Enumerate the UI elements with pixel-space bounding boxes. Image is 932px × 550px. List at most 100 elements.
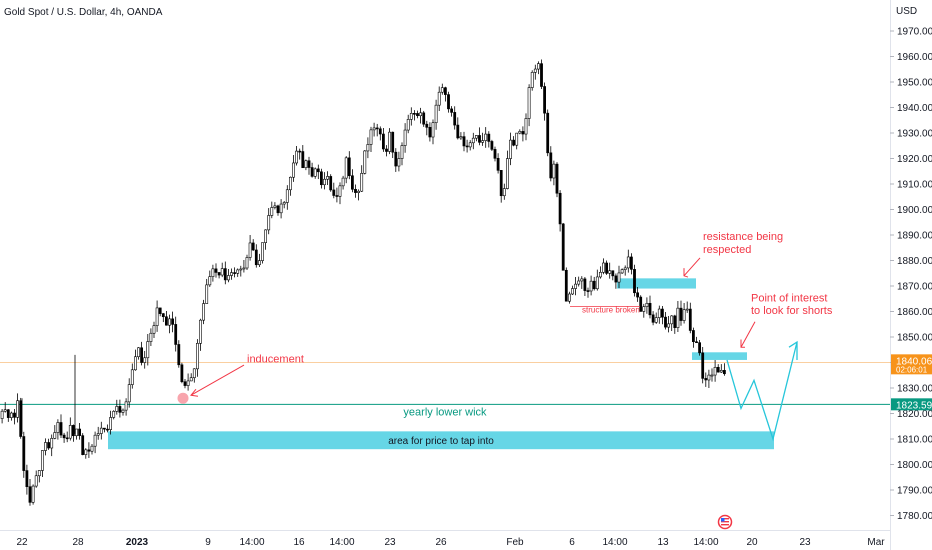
candle-body (205, 284, 209, 304)
candle-body (691, 330, 695, 343)
candle-body (202, 303, 206, 321)
candle-body (319, 171, 323, 186)
candle-body (174, 324, 178, 345)
candle-body (561, 223, 565, 271)
candle-body (549, 152, 553, 179)
x-tick-label: 26 (435, 537, 447, 548)
candle-body (468, 142, 472, 148)
us-flag-event-icon[interactable] (717, 514, 733, 530)
candle-body (34, 475, 38, 487)
candle-body (428, 127, 432, 138)
x-tick-label: 14:00 (239, 537, 264, 548)
candle-body (456, 124, 460, 139)
candle-body (239, 268, 243, 271)
candle-body (112, 411, 116, 418)
candle-body (350, 175, 354, 190)
y-tick-label: 1900.000 (897, 205, 932, 216)
y-tick-label: 1960.000 (897, 52, 932, 63)
candle-body (667, 323, 671, 328)
y-tick-label: 1930.000 (897, 129, 932, 140)
candle-body (310, 167, 314, 177)
candle-body (657, 308, 661, 318)
candle-body (620, 269, 624, 274)
candle-body (611, 270, 615, 277)
candle-body (99, 427, 103, 434)
x-tick-label: 23 (799, 537, 811, 548)
candle-body (196, 343, 199, 370)
resistance-label-line2: respected (703, 244, 751, 256)
candle-body (65, 437, 69, 440)
projection-arrowhead (788, 340, 798, 360)
candle-body (633, 269, 636, 294)
candle-body (130, 369, 134, 385)
candle-body (62, 434, 66, 439)
candle-body (177, 344, 181, 366)
candle-body (471, 137, 475, 144)
currency-label: USD (896, 6, 917, 17)
candle-body (288, 176, 292, 191)
candle-body (614, 275, 618, 283)
resistance-arrow (683, 257, 701, 277)
candle-body (406, 119, 410, 131)
candle-body (261, 242, 264, 261)
yearly-line-price-value: 1823.598 (896, 400, 932, 411)
candle-body (391, 131, 395, 153)
candle-body (59, 422, 63, 436)
candle-body (28, 486, 32, 503)
candle-body (56, 422, 60, 433)
candle-body (450, 108, 454, 113)
candle-body (13, 412, 16, 418)
candle-body (400, 145, 404, 159)
candle-body (344, 157, 348, 179)
candle-body (223, 268, 227, 281)
candle-body (3, 409, 7, 412)
candle-body (192, 368, 196, 379)
inducement-arrowhead (190, 388, 199, 397)
candle-body (140, 347, 144, 363)
candle-body (509, 139, 512, 159)
candle-body (292, 162, 295, 178)
candle-body (502, 188, 506, 197)
resistance-label-line1: resistance being (703, 231, 783, 243)
candle-body (161, 313, 165, 318)
candle-body (214, 268, 218, 273)
candle-body (233, 272, 237, 274)
candle-body (40, 450, 44, 471)
candle-body (189, 377, 193, 382)
candle-body (180, 364, 184, 383)
candle-body (602, 262, 605, 273)
y-tick-label: 1880.000 (897, 256, 932, 267)
candle-body (512, 139, 516, 146)
candle-body (378, 128, 382, 135)
candle-body (47, 442, 51, 449)
chart-title: Gold Spot / U.S. Dollar, 4h, OANDA (4, 7, 163, 18)
candle-body (254, 249, 258, 266)
last-price-value: 1840.065 (896, 356, 932, 367)
candle-body (710, 374, 714, 377)
candle-body (118, 406, 122, 413)
candle-body (208, 276, 212, 286)
candle-body (530, 72, 534, 88)
candle-body (505, 158, 509, 189)
x-tick-label: Feb (506, 537, 524, 548)
candle-body (186, 380, 190, 386)
y-tick-label: 1790.000 (897, 486, 932, 497)
candle-body (521, 131, 525, 135)
candle-body (19, 400, 23, 437)
x-tick-label: 13 (657, 537, 669, 548)
candle-body (409, 113, 413, 120)
y-tick-label: 1820.000 (897, 409, 932, 420)
poi-zone-box (692, 352, 747, 360)
x-tick-label: 14:00 (693, 537, 718, 548)
candle-body (719, 370, 723, 373)
candle-body (44, 442, 47, 451)
candle-body (388, 131, 392, 152)
y-tick-label: 1870.000 (897, 282, 932, 293)
y-tick-label: 1780.000 (897, 511, 932, 522)
y-tick-label: 1850.000 (897, 333, 932, 344)
candle-body (155, 307, 159, 326)
candle-body (558, 192, 562, 225)
candle-body (487, 133, 491, 142)
